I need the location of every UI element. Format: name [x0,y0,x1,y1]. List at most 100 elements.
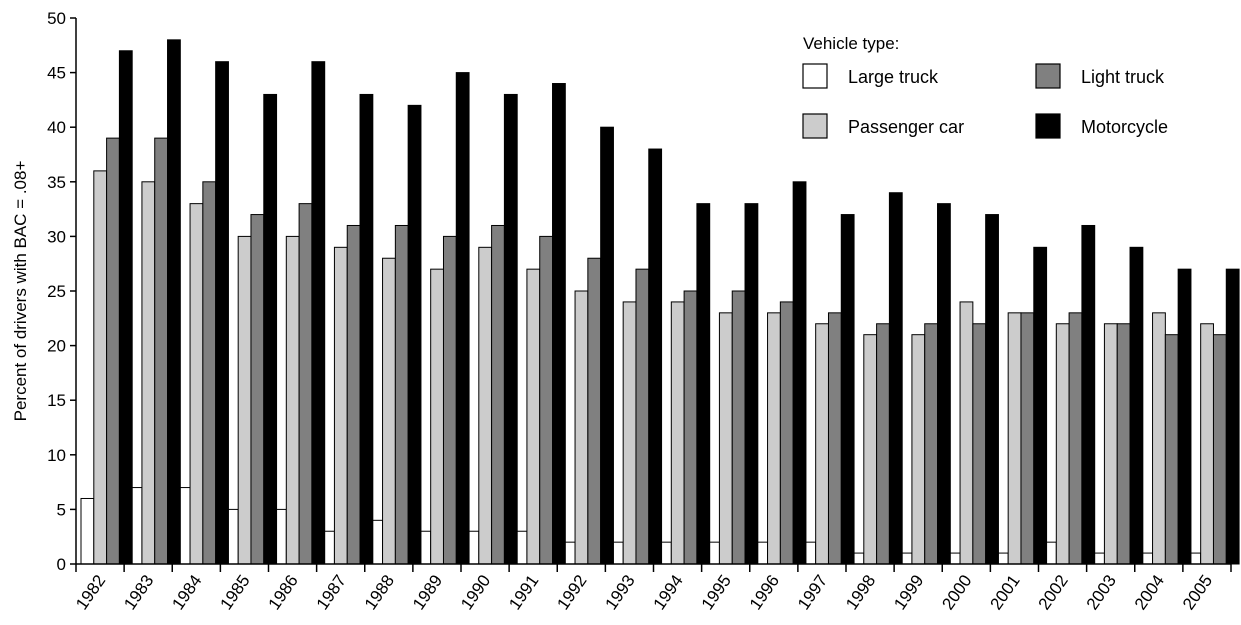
bar-light-truck-1984 [203,182,216,564]
bar-passenger-car-1987 [334,247,347,564]
bar-passenger-car-1997 [816,324,829,564]
bar-passenger-car-1995 [719,313,732,564]
bar-motorcycle-2003 [1130,247,1143,564]
x-tick-label-2003: 2003 [1083,571,1120,613]
x-tick-label-2005: 2005 [1179,571,1216,613]
x-tick-label-2002: 2002 [1035,571,1072,613]
x-tick-label-1982: 1982 [72,571,109,613]
bar-light-truck-1996 [780,302,793,564]
x-tick-label-1992: 1992 [553,571,590,613]
x-tick-label-1997: 1997 [794,571,831,613]
bar-light-truck-1992 [588,258,601,564]
bar-passenger-car-2002 [1056,324,1069,564]
bar-light-truck-1989 [443,236,456,564]
y-tick-label-5: 5 [57,500,66,519]
bar-motorcycle-1995 [745,204,758,564]
bar-passenger-car-1996 [768,313,781,564]
bar-passenger-car-1999 [912,335,925,564]
bar-light-truck-1985 [251,215,264,564]
bar-large-truck-1982 [81,498,94,564]
bars [81,40,1239,564]
bar-light-truck-1994 [684,291,697,564]
bar-passenger-car-2000 [960,302,973,564]
x-tick-label-2001: 2001 [986,571,1023,613]
bar-light-truck-1993 [636,269,649,564]
bar-passenger-car-1988 [383,258,396,564]
bar-light-truck-1999 [925,324,938,564]
bar-light-truck-1988 [395,225,408,564]
legend-swatch-motorcycle [1036,114,1060,138]
x-tick-label-1985: 1985 [216,571,253,613]
x-tick-label-1999: 1999 [890,571,927,613]
x-tick-label-1984: 1984 [168,571,205,613]
bar-light-truck-2003 [1117,324,1130,564]
y-tick-label-15: 15 [47,391,66,410]
bar-motorcycle-1984 [216,62,229,564]
bar-light-truck-2001 [1021,313,1034,564]
legend-swatch-light-truck [1036,64,1060,88]
y-tick-label-50: 50 [47,9,66,28]
x-tick-label-1986: 1986 [265,571,302,613]
bar-passenger-car-1982 [94,171,107,564]
bar-light-truck-1987 [347,225,360,564]
x-tick-label-1993: 1993 [601,571,638,613]
bar-light-truck-2000 [973,324,986,564]
bar-motorcycle-1988 [408,105,421,564]
y-tick-label-40: 40 [47,118,66,137]
bar-motorcycle-1998 [889,193,902,564]
bar-passenger-car-1991 [527,269,540,564]
bar-light-truck-1995 [732,291,745,564]
bar-light-truck-1997 [828,313,841,564]
bar-light-truck-2004 [1165,335,1178,564]
y-tick-label-0: 0 [57,555,66,574]
bar-motorcycle-2005 [1226,269,1239,564]
bar-motorcycle-1989 [456,73,469,564]
bar-motorcycle-1986 [312,62,325,564]
bar-motorcycle-2000 [986,215,999,564]
y-tick-label-20: 20 [47,337,66,356]
x-tick-label-1996: 1996 [746,571,783,613]
x-tick-label-1989: 1989 [409,571,446,613]
x-tick-label-1995: 1995 [698,571,735,613]
bar-motorcycle-1993 [649,149,662,564]
bar-passenger-car-1985 [238,236,251,564]
x-tick-label-1983: 1983 [120,571,157,613]
legend-label-light-truck: Light truck [1081,67,1165,87]
bar-motorcycle-1983 [168,40,181,564]
bar-motorcycle-1994 [697,204,710,564]
x-tick-label-1990: 1990 [457,571,494,613]
legend: Vehicle type: Large truck Light truck Pass… [803,34,1168,138]
bar-passenger-car-1986 [286,236,299,564]
legend-swatch-large-truck [803,64,827,88]
bar-motorcycle-1992 [601,127,614,564]
bar-motorcycle-1987 [360,94,373,564]
bar-passenger-car-1998 [864,335,877,564]
bar-passenger-car-2003 [1104,324,1117,564]
y-tick-label-25: 25 [47,282,66,301]
bar-motorcycle-2002 [1082,225,1095,564]
bar-light-truck-2002 [1069,313,1082,564]
legend-label-large-truck: Large truck [848,67,939,87]
bar-passenger-car-1993 [623,302,636,564]
x-tick-label-2004: 2004 [1131,571,1168,613]
y-tick-label-35: 35 [47,173,66,192]
bar-light-truck-1998 [877,324,890,564]
bar-passenger-car-1989 [431,269,444,564]
bar-motorcycle-1996 [793,182,806,564]
bar-motorcycle-1985 [264,94,277,564]
bar-motorcycle-1997 [841,215,854,564]
bar-motorcycle-1991 [553,84,566,564]
bar-motorcycle-2004 [1178,269,1191,564]
bar-motorcycle-2001 [1034,247,1047,564]
bar-light-truck-1982 [107,138,120,564]
x-tick-label-1991: 1991 [505,571,542,613]
bar-passenger-car-2004 [1153,313,1166,564]
y-tick-label-45: 45 [47,64,66,83]
x-tick-label-1998: 1998 [842,571,879,613]
bar-motorcycle-1999 [938,204,951,564]
bar-light-truck-1990 [492,225,505,564]
legend-swatch-passenger-car [803,114,827,138]
y-tick-label-10: 10 [47,446,66,465]
bar-passenger-car-1992 [575,291,588,564]
